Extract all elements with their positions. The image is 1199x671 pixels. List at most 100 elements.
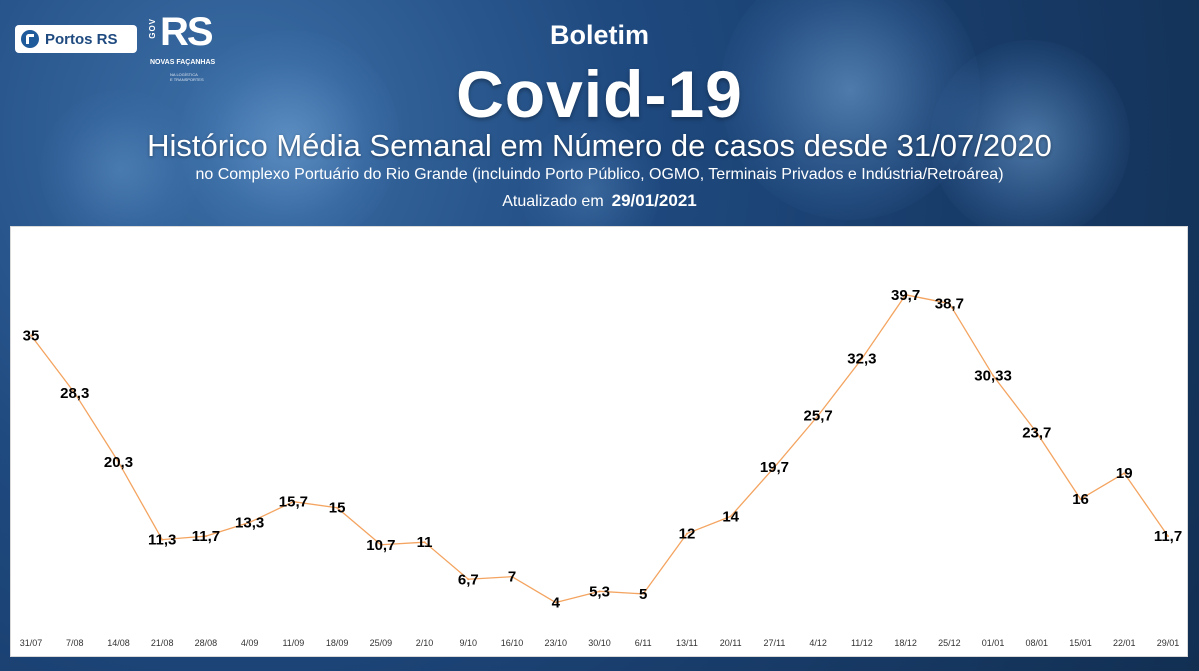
x-tick-label: 15/01 bbox=[1069, 638, 1092, 648]
data-point bbox=[992, 374, 995, 377]
data-label: 12 bbox=[679, 526, 696, 543]
series-line-segment bbox=[773, 415, 819, 468]
data-label: 7 bbox=[508, 569, 516, 586]
x-tick-label: 21/08 bbox=[151, 638, 174, 648]
series-line-segment bbox=[336, 507, 382, 546]
rs-logo-text: RS bbox=[160, 10, 214, 54]
portos-rs-mark-icon bbox=[21, 30, 39, 48]
series-line-segment bbox=[74, 392, 120, 463]
novas-facanhas-text: NOVAS FAÇANHAS bbox=[150, 59, 216, 66]
data-label: 19,7 bbox=[760, 459, 789, 476]
x-tick-label: 22/01 bbox=[1113, 638, 1136, 648]
data-label: 11,7 bbox=[192, 528, 220, 545]
data-point bbox=[161, 538, 164, 541]
data-label: 11 bbox=[417, 534, 433, 551]
x-tick-label: 27/11 bbox=[763, 638, 785, 648]
data-point bbox=[860, 357, 863, 360]
series-line-layer bbox=[30, 293, 1169, 604]
data-label: 35 bbox=[23, 327, 40, 344]
page-title: Covid-19 bbox=[456, 57, 743, 131]
x-tick-label: 28/08 bbox=[195, 638, 218, 648]
updated-label: Atualizado em bbox=[502, 193, 604, 210]
series-line-segment bbox=[905, 294, 950, 305]
x-tick-label: 25/09 bbox=[370, 638, 393, 648]
x-tick-label: 13/11 bbox=[676, 638, 698, 648]
updated-date: 29/01/2021 bbox=[611, 191, 697, 210]
data-label: 15 bbox=[329, 500, 346, 517]
data-label: 13,3 bbox=[235, 514, 264, 531]
x-tick-label: 6/11 bbox=[635, 638, 652, 648]
data-label: 38,7 bbox=[935, 295, 964, 312]
data-point bbox=[598, 590, 601, 593]
series-line-segment bbox=[1036, 432, 1082, 500]
x-tick-label: 29/01 bbox=[1157, 638, 1180, 648]
data-label: 11,3 bbox=[148, 532, 176, 549]
x-tick-label: 11/09 bbox=[282, 638, 304, 648]
bulletin-label: Boletim bbox=[549, 20, 649, 50]
series-line-segment bbox=[117, 461, 163, 540]
data-label-layer: 35 28,3 20,3 11,3 11,7 13,3 15,7 15 10,7 11 6,7 7 4 5… bbox=[23, 287, 1183, 612]
data-point bbox=[511, 575, 514, 578]
x-tick-layer: 31/07 7/08 14/08 21/08 28/08 4/09 11/09 18/09 25… bbox=[20, 638, 1180, 648]
data-point bbox=[1035, 431, 1038, 434]
x-tick-label: 4/12 bbox=[809, 638, 827, 648]
data-point bbox=[948, 302, 951, 305]
data-label: 11,7 bbox=[1154, 528, 1182, 545]
data-label: 19 bbox=[1116, 465, 1133, 482]
data-point bbox=[1123, 472, 1126, 475]
data-label: 14 bbox=[722, 508, 739, 525]
x-tick-label: 4/09 bbox=[241, 638, 259, 648]
data-point bbox=[554, 601, 557, 604]
data-point bbox=[379, 543, 382, 546]
x-tick-label: 2/10 bbox=[416, 638, 434, 648]
rs-government-logo: GOV RS NOVAS FAÇANHAS NA LOGÍSTICA E TRAN… bbox=[148, 10, 228, 86]
series-line-segment bbox=[424, 541, 469, 580]
data-point bbox=[248, 521, 251, 524]
data-label: 28,3 bbox=[60, 385, 89, 402]
series-line-segment bbox=[249, 501, 294, 523]
chart-title: Histórico Média Semanal em Número de cas… bbox=[147, 128, 1052, 163]
series-line-segment bbox=[861, 294, 907, 359]
data-label: 15,7 bbox=[279, 494, 308, 511]
portos-rs-logo-text: Portos RS bbox=[45, 30, 118, 48]
x-tick-label: 14/08 bbox=[107, 638, 130, 648]
rs-logo-subtext: NA LOGÍSTICA E TRANSPORTES bbox=[170, 72, 204, 82]
series-line-segment bbox=[380, 541, 425, 546]
x-tick-label: 31/07 bbox=[20, 638, 43, 648]
series-line-segment bbox=[205, 521, 250, 537]
data-label: 10,7 bbox=[366, 537, 395, 554]
series-line-segment bbox=[468, 576, 513, 580]
series-line-segment bbox=[555, 590, 600, 604]
data-label: 23,7 bbox=[1022, 425, 1051, 442]
chart-subtitle: no Complexo Portuário do Rio Grande (inc… bbox=[195, 166, 1004, 183]
data-label: 16 bbox=[1072, 491, 1089, 508]
data-label: 20,3 bbox=[104, 454, 133, 471]
data-point bbox=[30, 334, 32, 337]
series-line-segment bbox=[730, 466, 775, 517]
series-line-segment bbox=[948, 303, 994, 376]
series-line-segment bbox=[992, 375, 1038, 434]
series-line-segment bbox=[30, 334, 76, 394]
data-label: 39,7 bbox=[891, 287, 920, 304]
x-tick-label: 23/10 bbox=[545, 638, 568, 648]
x-tick-label: 20/11 bbox=[720, 638, 742, 648]
data-label: 5 bbox=[639, 586, 647, 603]
data-label: 32,3 bbox=[847, 351, 876, 368]
data-point bbox=[904, 293, 907, 296]
series-line-segment bbox=[686, 515, 731, 535]
data-point bbox=[204, 535, 207, 538]
x-tick-label: 7/08 bbox=[66, 638, 84, 648]
x-tick-label: 08/01 bbox=[1026, 638, 1049, 648]
x-tick-label: 11/12 bbox=[851, 638, 873, 648]
x-tick-label: 01/01 bbox=[982, 638, 1005, 648]
series-line-segment bbox=[511, 576, 557, 604]
data-point bbox=[817, 414, 820, 417]
x-tick-label: 30/10 bbox=[588, 638, 611, 648]
x-tick-label: 9/10 bbox=[460, 638, 478, 648]
x-tick-label: 18/09 bbox=[326, 638, 349, 648]
series-line-segment bbox=[642, 533, 688, 595]
series-line-segment bbox=[162, 535, 206, 541]
data-label: 5,3 bbox=[589, 583, 610, 600]
data-point bbox=[1079, 498, 1082, 501]
